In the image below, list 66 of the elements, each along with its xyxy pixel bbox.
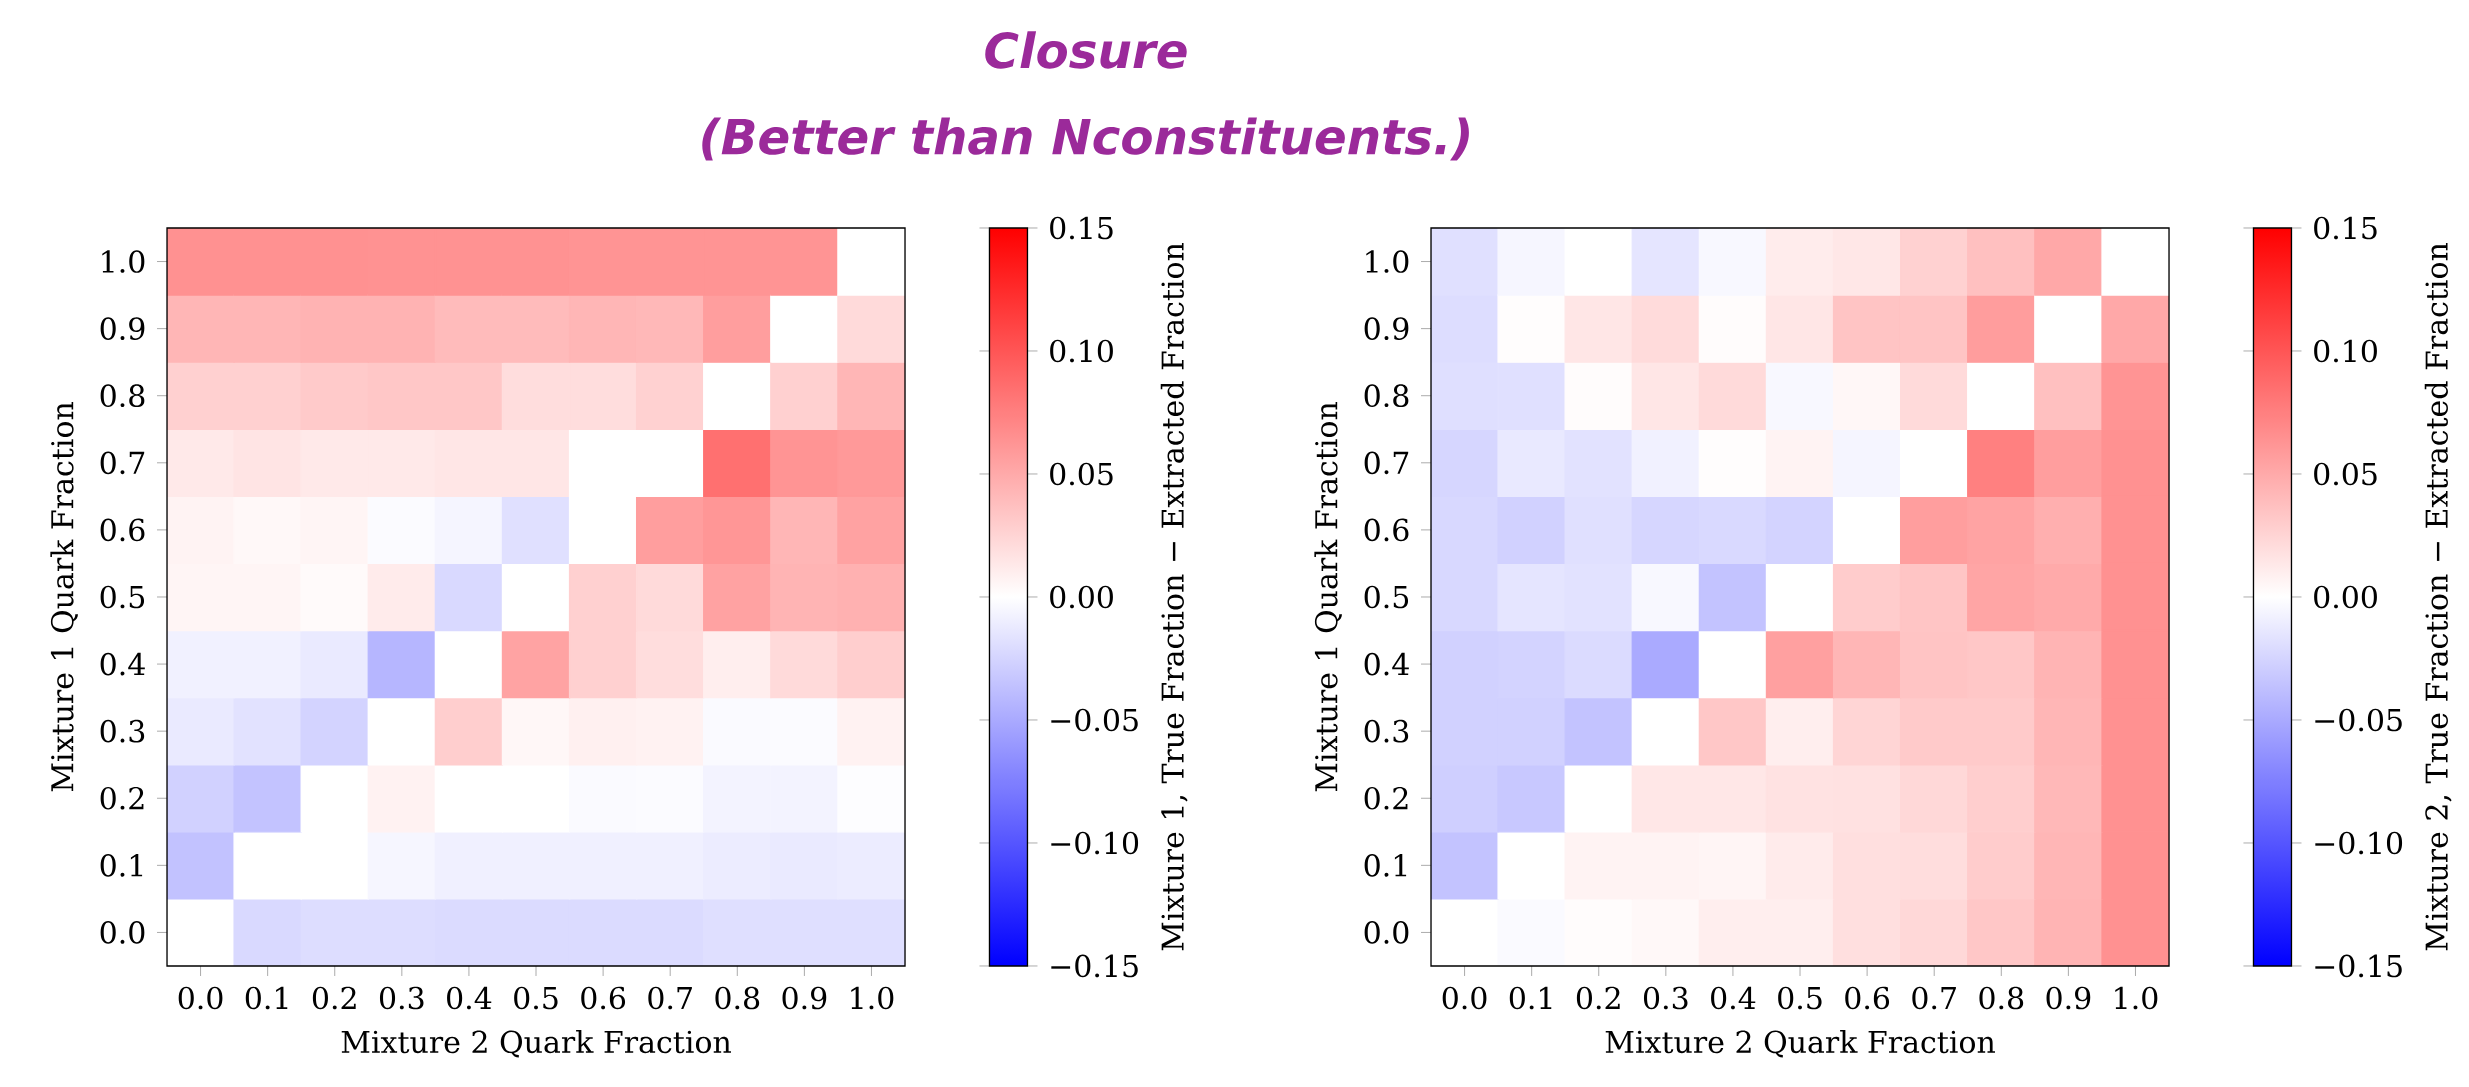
y-tick-label: 1.0 <box>102 250 145 273</box>
x-tick-label: 0.8 <box>715 986 760 1010</box>
text: Closure <box>985 31 1187 69</box>
y-tick-label: 0.4 <box>1364 652 1409 676</box>
y-tick-label: 0.9 <box>1364 317 1409 340</box>
y-tick-label: 0.8 <box>100 384 145 408</box>
x-tick-label: 0.3 <box>379 986 424 1010</box>
x-tick-label: 0.2 <box>312 986 356 1010</box>
y-tick-label: 0.2 <box>100 786 144 810</box>
color-bar-label: 0.00 <box>1050 585 1113 609</box>
x-tick-label: 0.5 <box>1778 986 1822 1010</box>
color-bar-label: 0.15 <box>1050 216 1113 240</box>
x-tick-label: 0.6 <box>1845 986 1890 1010</box>
x-tick-label: 0.0 <box>1442 986 1487 1010</box>
x-tick-label: 0.0 <box>178 986 223 1010</box>
x-tick-label: 1.0 <box>2115 986 2158 1010</box>
color-bar-label: 0.05 <box>2314 462 2377 486</box>
x-tick-label: 0.3 <box>1643 986 1688 1010</box>
color-bar-label: −0.05 <box>2315 708 2402 732</box>
y-tick-label: 0.9 <box>100 317 145 340</box>
y-axis-title: Mixture 1 Quark Fraction <box>50 402 78 792</box>
y-tick-label: 0.8 <box>1364 384 1409 408</box>
y-tick-label: 0.4 <box>100 652 145 676</box>
y-axis-title: Mixture 1 Quark Fraction <box>1314 402 1342 792</box>
y-tick-label: 0.1 <box>100 854 143 877</box>
y-tick-label: 0.3 <box>1364 719 1409 743</box>
y-tick-label: 0.2 <box>1364 786 1408 810</box>
color-bar-label: −0.15 <box>2315 954 2402 978</box>
text: (Better than Nconstituents.) <box>702 117 1469 161</box>
y-tick-label: 1.0 <box>1366 250 1409 273</box>
x-tick-label: 0.4 <box>1711 986 1756 1010</box>
x-tick-label: 0.5 <box>514 986 558 1010</box>
x-tick-label: 0.7 <box>648 986 692 1010</box>
color-bar-title: Mixture 2, True Fraction − Extracted Fraction <box>2424 242 2452 951</box>
x-tick-label: 0.8 <box>1979 986 2024 1010</box>
color-bar-label: −0.15 <box>1051 954 1138 978</box>
y-tick-label: 0.5 <box>1364 585 1409 609</box>
y-tick-label: 0.0 <box>1364 921 1409 944</box>
x-tick-label: 1.0 <box>851 986 894 1010</box>
color-bar-label: −0.10 <box>2315 831 2403 855</box>
x-tick-label: 0.2 <box>1576 986 1620 1010</box>
x-axis-title: Mixture 2 Quark Fraction <box>341 1030 731 1058</box>
x-tick-label: 0.6 <box>581 986 626 1010</box>
y-tick-label: 0.1 <box>1364 854 1407 877</box>
y-tick-label: 0.6 <box>1364 518 1409 542</box>
color-bar-label: 0.10 <box>1050 339 1113 363</box>
y-tick-label: 0.6 <box>100 518 145 542</box>
y-tick-label: 0.3 <box>100 719 145 743</box>
x-tick-label: 0.1 <box>1509 986 1552 1010</box>
x-tick-label: 0.9 <box>782 986 827 1010</box>
color-bar-label: 0.00 <box>2314 585 2377 609</box>
x-tick-label: 0.1 <box>245 986 288 1010</box>
color-bar-title: Mixture 1, True Fraction − Extracted Fraction <box>1160 242 1188 951</box>
x-tick-label: 0.9 <box>2046 986 2091 1010</box>
color-bar-label: −0.10 <box>1051 831 1139 855</box>
color-bar-label: 0.15 <box>2314 216 2377 240</box>
y-tick-label: 0.0 <box>100 921 145 944</box>
y-tick-label: 0.7 <box>100 451 145 475</box>
y-tick-label: 0.7 <box>1364 451 1409 475</box>
y-tick-label: 0.5 <box>100 585 145 609</box>
color-bar-label: −0.05 <box>1051 708 1138 732</box>
x-axis-title: Mixture 2 Quark Fraction <box>1605 1030 1995 1058</box>
x-tick-label: 0.4 <box>447 986 492 1010</box>
color-bar-label: 0.05 <box>1050 462 1113 486</box>
color-bar-label: 0.10 <box>2314 339 2377 363</box>
x-tick-label: 0.7 <box>1912 986 1956 1010</box>
